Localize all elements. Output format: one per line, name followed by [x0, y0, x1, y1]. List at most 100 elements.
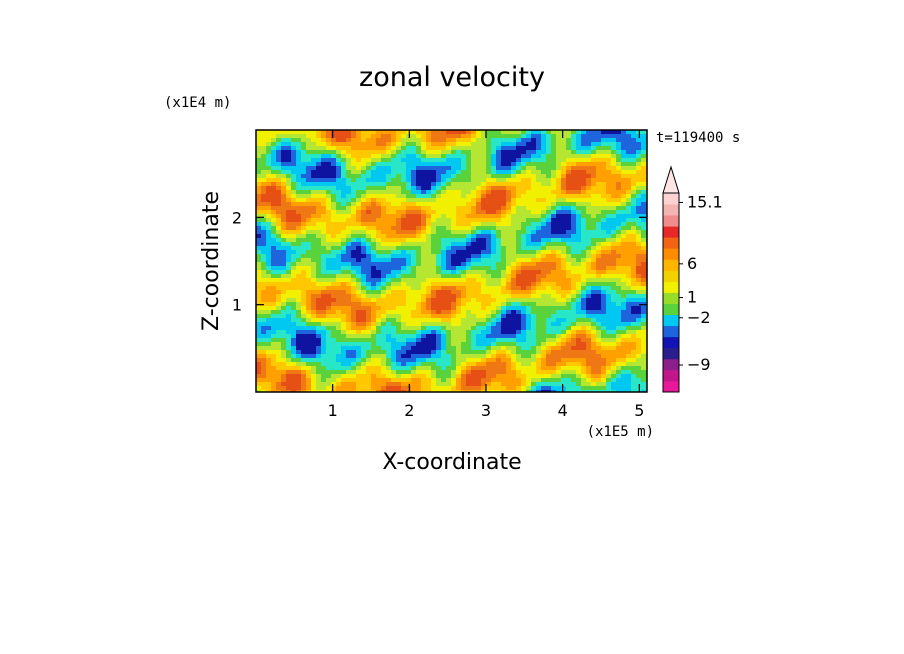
heatmap-cell — [526, 318, 532, 323]
heatmap-cell — [476, 218, 482, 223]
heatmap-cell — [531, 310, 537, 315]
heatmap-cell — [376, 378, 382, 383]
heatmap-cell — [366, 198, 372, 203]
heatmap-cell — [356, 290, 362, 295]
heatmap-cell — [526, 270, 532, 275]
heatmap-cell — [626, 130, 632, 135]
heatmap-cell — [436, 162, 442, 167]
heatmap-cell — [556, 202, 562, 207]
heatmap-cell — [536, 202, 542, 207]
heatmap-cell — [336, 326, 342, 331]
heatmap-cell — [406, 206, 412, 211]
heatmap-cell — [561, 310, 567, 315]
heatmap-cell — [461, 154, 467, 159]
heatmap-cell — [521, 274, 527, 279]
heatmap-cell — [576, 346, 582, 351]
heatmap-cell — [446, 338, 452, 343]
heatmap-cell — [321, 158, 327, 163]
heatmap-cell — [526, 170, 532, 175]
heatmap-cell — [296, 218, 302, 223]
heatmap-cell — [346, 222, 352, 227]
heatmap-cell — [326, 338, 332, 343]
heatmap-cell — [411, 342, 417, 347]
heatmap-cell — [351, 130, 357, 135]
heatmap-cell — [471, 230, 477, 235]
heatmap-cell — [356, 194, 362, 199]
heatmap-cell — [461, 282, 467, 287]
heatmap-cell — [591, 218, 597, 223]
heatmap-cell — [281, 314, 287, 319]
heatmap-cell — [616, 226, 622, 231]
heatmap-cell — [491, 338, 497, 343]
heatmap-cell — [406, 278, 412, 283]
heatmap-cell — [436, 370, 442, 375]
heatmap-cell — [626, 378, 632, 383]
heatmap-cell — [491, 198, 497, 203]
heatmap-cell — [591, 274, 597, 279]
heatmap-cell — [596, 214, 602, 219]
heatmap-cell — [611, 330, 617, 335]
heatmap-cell — [391, 174, 397, 179]
heatmap-cell — [521, 262, 527, 267]
heatmap-cell — [546, 314, 552, 319]
heatmap-cell — [591, 298, 597, 303]
heatmap-cell — [496, 226, 502, 231]
heatmap-cell — [301, 322, 307, 327]
heatmap-cell — [351, 214, 357, 219]
heatmap-cell — [516, 150, 522, 155]
heatmap-cell — [496, 238, 502, 243]
heatmap-cell — [636, 294, 642, 299]
heatmap-cell — [531, 222, 537, 227]
heatmap-cell — [476, 198, 482, 203]
heatmap-cell — [426, 130, 432, 135]
heatmap-cell — [256, 370, 262, 375]
heatmap-cell — [296, 306, 302, 311]
heatmap-cell — [526, 178, 532, 183]
heatmap-cell — [481, 318, 487, 323]
heatmap-cell — [431, 158, 437, 163]
heatmap-cell — [471, 222, 477, 227]
heatmap-cell — [611, 338, 617, 343]
heatmap-cell — [631, 326, 637, 331]
heatmap-cell — [591, 170, 597, 175]
heatmap-cell — [526, 146, 532, 151]
heatmap-cell — [256, 230, 262, 235]
heatmap-cell — [481, 162, 487, 167]
heatmap-cell — [366, 142, 372, 147]
heatmap-cell — [536, 326, 542, 331]
heatmap-cell — [356, 198, 362, 203]
heatmap-cell — [621, 350, 627, 355]
heatmap-cell — [296, 322, 302, 327]
heatmap-cell — [296, 226, 302, 231]
heatmap-cell — [501, 218, 507, 223]
heatmap-cell — [621, 302, 627, 307]
heatmap-cell — [276, 298, 282, 303]
heatmap-cell — [581, 202, 587, 207]
heatmap-cell — [496, 294, 502, 299]
heatmap-cell — [606, 174, 612, 179]
heatmap-cell — [406, 282, 412, 287]
heatmap-cell — [256, 290, 262, 295]
heatmap-cell — [266, 178, 272, 183]
heatmap-cell — [456, 298, 462, 303]
heatmap-cell — [581, 138, 587, 143]
heatmap-cell — [556, 210, 562, 215]
heatmap-cell — [316, 162, 322, 167]
heatmap-cell — [401, 182, 407, 187]
heatmap-cell — [406, 250, 412, 255]
heatmap-cell — [341, 206, 347, 211]
heatmap-cell — [346, 338, 352, 343]
heatmap-cell — [626, 194, 632, 199]
heatmap-cell — [311, 318, 317, 323]
heatmap-cell — [491, 226, 497, 231]
heatmap-cell — [326, 382, 332, 387]
heatmap-cell — [476, 194, 482, 199]
heatmap-cell — [321, 322, 327, 327]
heatmap-cell — [536, 282, 542, 287]
heatmap-cell — [516, 142, 522, 147]
heatmap-cell — [396, 298, 402, 303]
heatmap-cell — [471, 258, 477, 263]
heatmap-cell — [346, 230, 352, 235]
heatmap-cell — [496, 330, 502, 335]
heatmap-cell — [411, 194, 417, 199]
